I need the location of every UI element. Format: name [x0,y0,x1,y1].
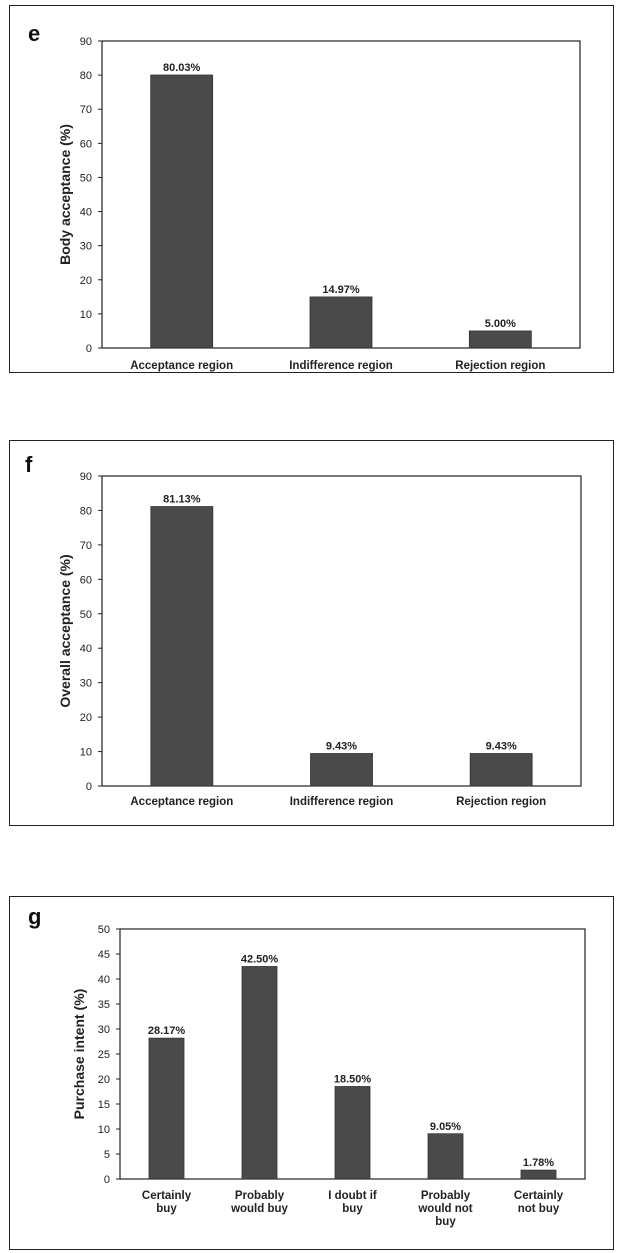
data-label: 9.05% [430,1121,461,1133]
x-category-label: would not [417,1203,472,1215]
x-category-label: Acceptance region [130,796,233,808]
data-label: 80.03% [163,62,201,74]
bar [468,330,532,349]
y-tick-label: 25 [98,1049,110,1061]
data-label: 5.00% [485,318,516,330]
y-tick-label: 20 [80,712,92,724]
y-tick-label: 50 [98,924,110,936]
y-tick-label: 20 [80,275,92,287]
bar [310,753,373,787]
chart-panel-g: g 0 5 10 15 20 25 30 35 40 45 50 Purchase intent (%)… [9,896,614,1250]
x-category-label: buy [342,1203,363,1215]
x-category-label: Acceptance region [130,360,233,372]
x-category-label: Indifference region [290,796,394,808]
y-tick-label: 40 [80,643,92,655]
x-category-label: Probably [235,1190,285,1202]
y-tick-label: 10 [80,747,92,759]
chart-f-svg: f 0 10 20 30 40 50 60 70 80 90 Overall acceptance (… [25,452,582,808]
y-tick-label: 60 [80,574,92,586]
x-category-label: would buy [230,1203,288,1215]
x-category-label: not buy [518,1203,560,1215]
chart-panel-e: e 0 10 20 30 40 50 60 70 80 90 Body acceptance (%) 8… [9,5,614,373]
data-label: 9.43% [326,741,357,753]
bar [520,1169,557,1180]
x-category-label: Indifference region [289,360,393,372]
y-tick-label: 30 [98,1024,110,1036]
data-label: 1.78% [523,1157,554,1169]
data-label: 28.17% [148,1025,186,1037]
y-tick-label: 45 [98,949,110,961]
x-category-label: Rejection region [456,796,546,808]
y-axis-title: Purchase intent (%) [71,989,87,1120]
y-tick-label: 15 [98,1099,110,1111]
y-tick-label: 40 [80,207,92,219]
y-tick-label: 30 [80,678,92,690]
bar [150,74,214,349]
y-tick-label: 30 [80,241,92,253]
y-tick-label: 60 [80,138,92,150]
panel-letter-f: f [25,452,33,477]
y-axis-title: Body acceptance (%) [57,124,73,265]
bar [427,1133,464,1180]
y-tick-label: 35 [98,999,110,1011]
y-tick-label: 50 [80,172,92,184]
chart-panel-f: f 0 10 20 30 40 50 60 70 80 90 Overall acceptance (… [9,440,614,826]
data-label: 9.43% [486,741,517,753]
y-tick-label: 70 [80,540,92,552]
y-tick-label: 10 [80,309,92,321]
y-tick-label: 5 [104,1149,110,1161]
bar [150,506,214,787]
x-category-label: I doubt if [328,1190,377,1202]
x-category-label: Probably [421,1190,471,1202]
chart-g-svg: g 0 5 10 15 20 25 30 35 40 45 50 Purchase intent (%)… [28,904,586,1228]
y-tick-label: 50 [80,609,92,621]
chart-e-svg: e 0 10 20 30 40 50 60 70 80 90 Body acceptance (%) 8… [28,21,581,372]
panel-letter-e: e [28,21,40,46]
bar [334,1086,371,1180]
y-tick-label: 80 [80,70,92,82]
y-tick-label: 0 [86,781,92,793]
panel-letter-g: g [28,904,41,929]
data-label: 18.50% [334,1074,372,1086]
bar [309,296,373,349]
bar [469,753,533,787]
y-tick-label: 90 [80,36,92,48]
data-label: 81.13% [163,494,201,506]
x-category-label: Certainly [514,1190,564,1202]
y-tick-label: 0 [104,1174,110,1186]
y-tick-label: 80 [80,505,92,517]
x-category-label: buy [435,1216,456,1228]
y-tick-label: 90 [80,471,92,483]
y-tick-label: 40 [98,974,110,986]
data-label: 14.97% [322,284,360,296]
y-axis-title: Overall acceptance (%) [57,554,73,707]
x-category-label: Rejection region [455,360,545,372]
bar [241,966,278,1180]
bar [148,1037,185,1180]
y-tick-label: 20 [98,1074,110,1086]
data-label: 42.50% [241,954,279,966]
x-category-label: Certainly [142,1190,192,1202]
y-tick-label: 10 [98,1124,110,1136]
y-tick-label: 0 [86,343,92,355]
y-tick-label: 70 [80,104,92,116]
x-category-label: buy [156,1203,177,1215]
